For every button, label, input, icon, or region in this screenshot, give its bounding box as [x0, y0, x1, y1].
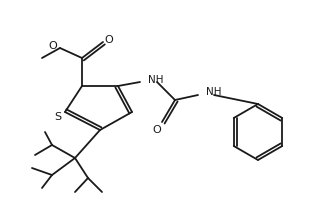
Text: NH: NH	[206, 87, 221, 97]
Text: S: S	[54, 112, 61, 122]
Text: O: O	[153, 125, 161, 135]
Text: O: O	[49, 41, 57, 51]
Text: O: O	[105, 35, 113, 45]
Text: NH: NH	[148, 75, 163, 85]
